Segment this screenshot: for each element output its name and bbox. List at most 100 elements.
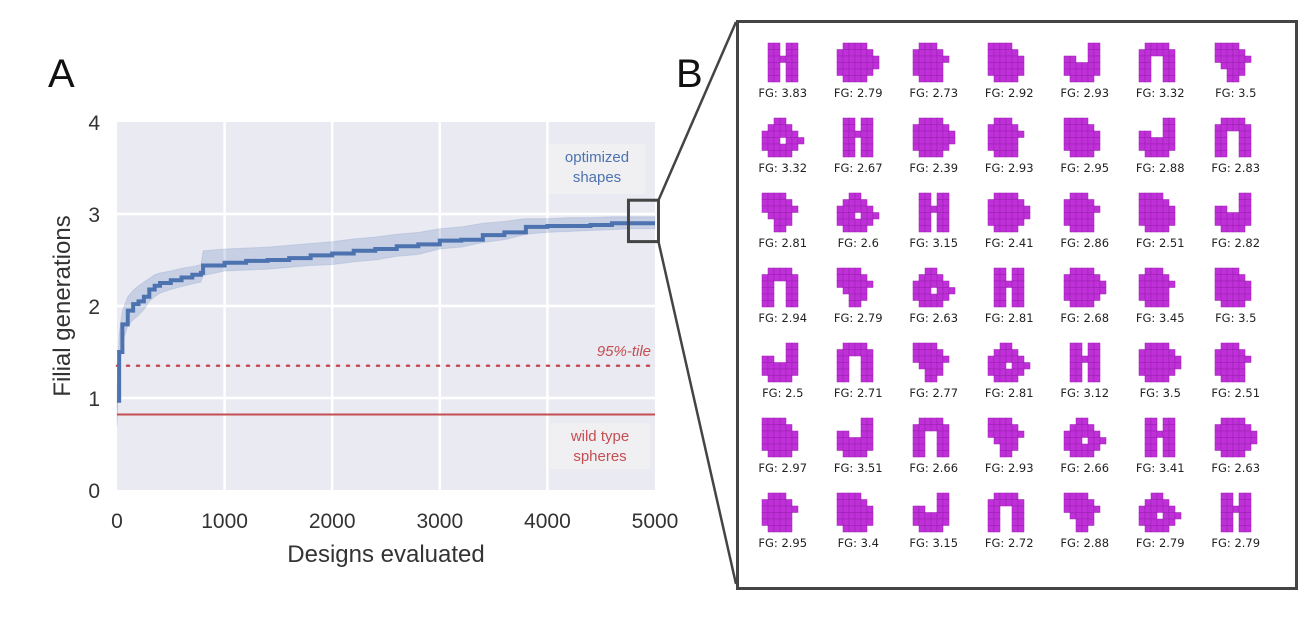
- voxel: [988, 212, 995, 220]
- voxel: [1232, 124, 1239, 132]
- voxel: [1000, 355, 1007, 363]
- voxel: [924, 525, 931, 533]
- voxel: [1151, 437, 1158, 445]
- voxel: [1081, 499, 1088, 507]
- voxel: [779, 274, 786, 282]
- voxel: [1220, 355, 1227, 363]
- voxel-shape-icon: [761, 267, 798, 308]
- voxel: [1238, 130, 1245, 138]
- voxel: [942, 137, 949, 145]
- voxel: [867, 55, 874, 63]
- voxel: [867, 443, 874, 451]
- voxel: [942, 424, 949, 432]
- voxel: [936, 492, 943, 500]
- zoom-box: [626, 198, 660, 244]
- shape-cell: FG: 2.88: [1047, 479, 1123, 554]
- voxel: [1099, 287, 1106, 295]
- voxel: [912, 62, 919, 70]
- fg-label: FG: 2.86: [1060, 236, 1110, 250]
- voxel: [930, 525, 937, 533]
- voxel: [1087, 49, 1094, 57]
- voxel: [767, 192, 774, 200]
- voxel: [1163, 49, 1170, 57]
- voxel: [988, 368, 995, 376]
- voxel: [1157, 518, 1164, 526]
- voxel: [1139, 212, 1146, 220]
- voxel: [936, 424, 943, 432]
- voxel: [1006, 68, 1013, 76]
- voxel: [1238, 492, 1245, 500]
- voxel: [1093, 368, 1100, 376]
- shape-cell: FG: 2.77: [896, 329, 972, 404]
- voxel: [994, 499, 1001, 507]
- voxel: [994, 293, 1001, 301]
- voxel: [861, 218, 868, 226]
- voxel: [855, 199, 862, 207]
- voxel: [1075, 505, 1082, 513]
- voxel: [1151, 274, 1158, 282]
- voxel: [767, 293, 774, 301]
- voxel: [1214, 55, 1221, 63]
- voxel: [855, 49, 862, 57]
- voxel: [767, 525, 774, 533]
- voxel: [1244, 124, 1251, 132]
- voxel: [912, 505, 919, 513]
- voxel: [942, 225, 949, 233]
- voxel: [1145, 199, 1152, 207]
- voxel: [1087, 450, 1094, 458]
- voxel: [843, 492, 850, 500]
- voxel: [773, 443, 780, 451]
- voxel: [1145, 417, 1152, 425]
- voxel: [867, 355, 874, 363]
- voxel: [1226, 499, 1233, 507]
- fg-label: FG: 2.88: [1135, 161, 1185, 175]
- voxel: [1069, 267, 1076, 275]
- shape-cell: FG: 2.81: [972, 254, 1048, 329]
- voxel-shape-icon: [1063, 492, 1100, 533]
- voxel: [1151, 518, 1158, 526]
- voxel: [1163, 205, 1170, 213]
- voxel: [936, 212, 943, 220]
- voxel: [779, 218, 786, 226]
- shape-cell: FG: 2.92: [972, 29, 1048, 104]
- voxel: [1157, 430, 1164, 438]
- voxel: [1075, 212, 1082, 220]
- voxel: [779, 130, 786, 138]
- voxel: [855, 437, 862, 445]
- voxel: [912, 437, 919, 445]
- voxel: [861, 375, 868, 383]
- voxel: [1075, 499, 1082, 507]
- voxel: [849, 293, 856, 301]
- voxel: [773, 274, 780, 282]
- voxel-shape-icon: [988, 192, 1031, 233]
- voxel: [1214, 205, 1221, 213]
- voxel: [785, 124, 792, 132]
- voxel: [1139, 137, 1146, 145]
- voxel: [1232, 117, 1239, 125]
- voxel: [1226, 349, 1233, 357]
- voxel: [930, 75, 937, 83]
- voxel: [1157, 267, 1164, 275]
- voxel-shape-icon: [988, 342, 1031, 383]
- voxel: [930, 300, 937, 308]
- voxel: [1145, 349, 1152, 357]
- voxel: [1139, 55, 1146, 63]
- voxel: [1151, 525, 1158, 533]
- voxel: [912, 430, 919, 438]
- voxel: [1232, 362, 1239, 370]
- voxel: [1006, 143, 1013, 151]
- voxel: [1226, 117, 1233, 125]
- voxel: [791, 430, 798, 438]
- voxel: [1244, 518, 1251, 526]
- voxel: [1151, 137, 1158, 145]
- voxel: [855, 68, 862, 76]
- voxel: [1145, 75, 1152, 83]
- voxel: [1232, 417, 1239, 425]
- voxel: [1093, 42, 1100, 50]
- voxel: [849, 75, 856, 83]
- voxel: [1220, 150, 1227, 158]
- voxel: [1169, 430, 1176, 438]
- voxel: [785, 42, 792, 50]
- voxel: [1214, 124, 1221, 132]
- voxel-shape-icon: [1214, 192, 1251, 233]
